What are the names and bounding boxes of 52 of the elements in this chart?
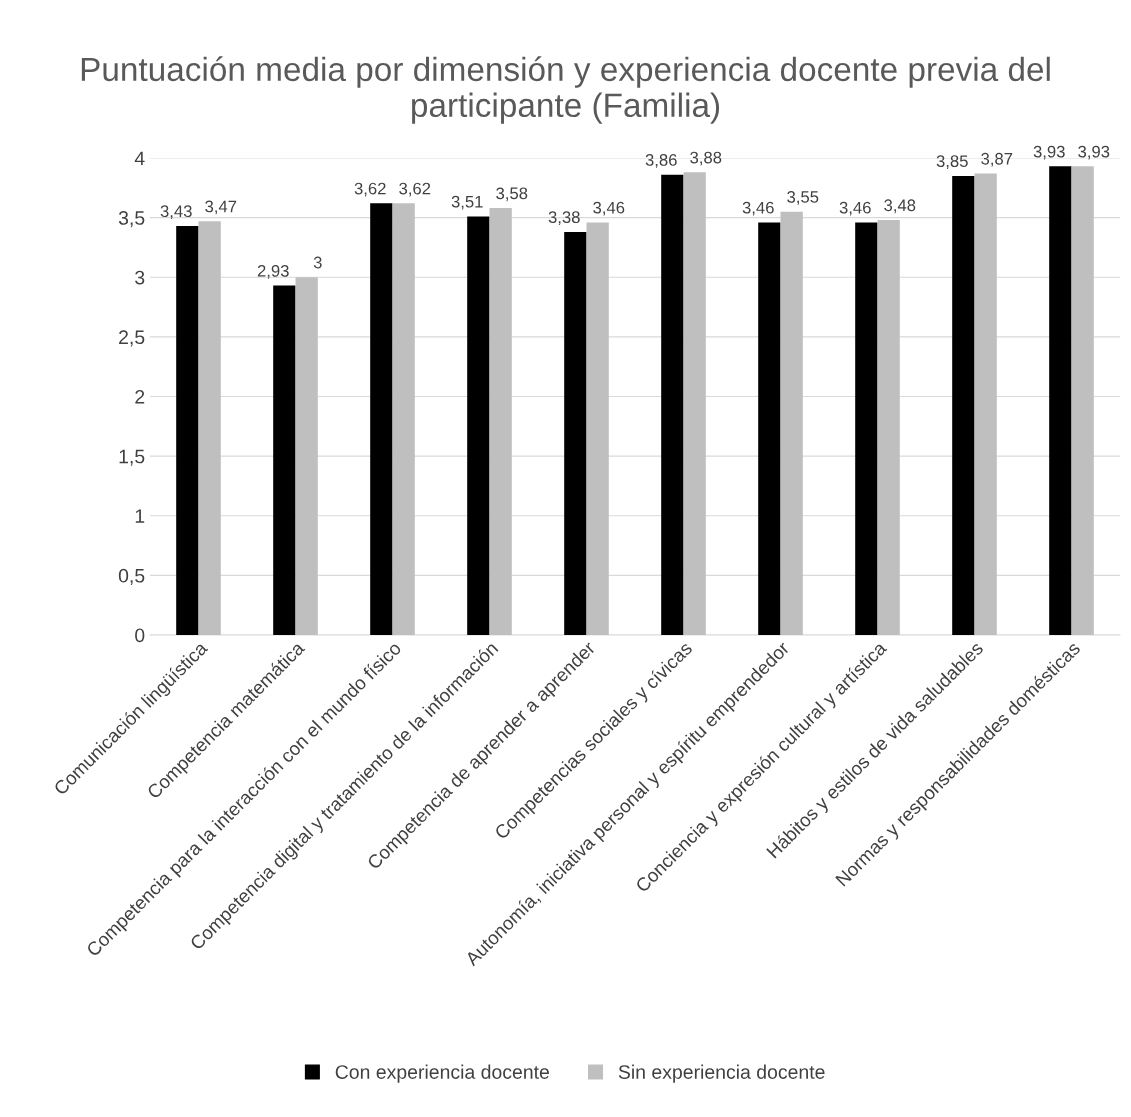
bar <box>564 231 587 635</box>
bar <box>1049 166 1072 635</box>
legend-label: Con experiencia docente <box>335 1064 549 1083</box>
data-label: 3,46 <box>839 201 871 216</box>
data-label: 3,47 <box>205 200 237 215</box>
bar <box>586 222 609 635</box>
y-tick-label: 3,5 <box>118 211 145 228</box>
y-tick-label: 0,5 <box>118 568 145 585</box>
data-label: 3,46 <box>742 201 774 216</box>
bar <box>273 285 296 635</box>
bar <box>877 220 900 635</box>
data-label: 3,58 <box>496 187 528 202</box>
bar <box>392 203 415 635</box>
y-tick-label: 0 <box>135 628 145 643</box>
bar <box>176 225 199 635</box>
bar <box>855 222 878 635</box>
data-label: 3,62 <box>354 182 386 197</box>
bar <box>974 173 997 635</box>
bar <box>295 277 318 635</box>
data-label: 3,48 <box>884 199 916 214</box>
bar <box>661 174 684 635</box>
data-label: 3,86 <box>645 154 677 168</box>
data-label: 3,51 <box>451 195 483 210</box>
bar <box>780 211 803 635</box>
data-label: 3,93 <box>1033 145 1065 160</box>
y-tick-label: 2,5 <box>119 330 145 347</box>
data-label: 3,85 <box>936 155 968 170</box>
chart-title: Puntuación media por dimensión y experiencia docente previa del participante (Familia) <box>81 56 1050 124</box>
data-label: 3,55 <box>787 191 819 205</box>
y-tick-label: 3 <box>135 270 145 285</box>
data-label: 3,93 <box>1078 145 1110 160</box>
bar <box>489 208 512 635</box>
data-label: 3,87 <box>981 152 1013 167</box>
y-tick-label: 2 <box>135 389 145 404</box>
bar <box>758 222 781 635</box>
bar <box>198 221 221 635</box>
bar <box>683 172 706 635</box>
y-tick-label: 1 <box>135 509 145 523</box>
y-tick-label: 4 <box>134 151 145 166</box>
data-label: 2,93 <box>257 264 289 279</box>
bar <box>467 216 490 635</box>
data-label: 3,38 <box>548 211 580 226</box>
bar <box>952 175 975 635</box>
data-label: 3,46 <box>593 201 625 216</box>
bar <box>1071 166 1094 635</box>
data-label: 3,62 <box>399 182 431 197</box>
data-label: 3,43 <box>160 205 192 220</box>
legend-label: Sin experiencia docente <box>618 1064 825 1083</box>
data-label: 3,88 <box>690 151 722 166</box>
y-tick-label: 1,5 <box>119 449 145 466</box>
bar <box>370 203 393 635</box>
data-label: 3 <box>313 256 322 269</box>
